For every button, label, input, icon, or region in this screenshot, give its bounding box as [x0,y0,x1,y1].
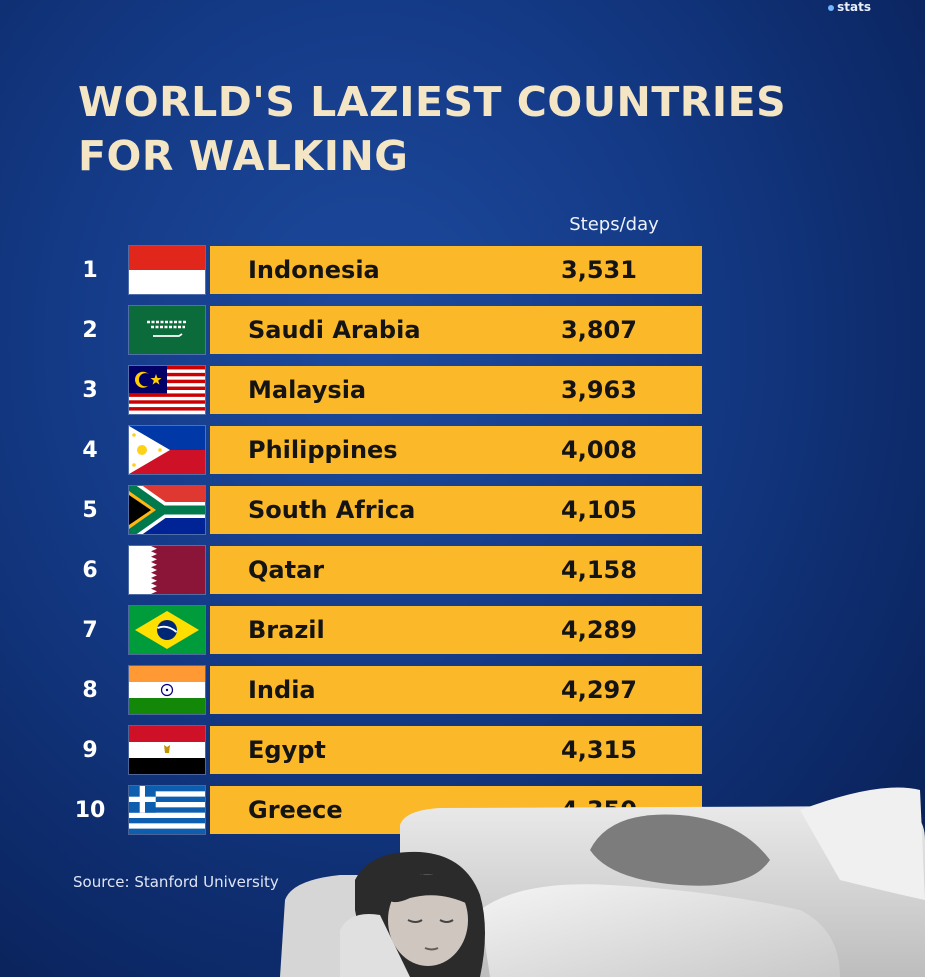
brand-logo: stats [828,0,871,14]
table-row: 5 South Africa 4,105 [0,486,925,535]
country-name: India [248,676,316,704]
rank-number: 8 [82,678,98,703]
country-name: Philippines [248,436,398,464]
row-bar [210,306,702,354]
rank-number: 9 [82,738,98,763]
country-name: Brazil [248,616,325,644]
rank-number: 1 [82,258,98,283]
qatar-flag-icon [129,546,205,594]
table-row: 1 Indonesia 3,531 [0,246,925,295]
row-bar [210,546,702,594]
egypt-flag-icon [129,726,205,774]
steps-value: 4,008 [561,436,637,464]
table-row: 4 Philippines 4,008 [0,426,925,475]
table-row: 7 Brazil 4,289 [0,606,925,655]
greece-flag-icon [129,786,205,834]
steps-value: 4,105 [561,496,637,524]
steps-value: 4,315 [561,736,637,764]
chart-title: WORLD'S LAZIEST COUNTRIES FOR WALKING [78,78,787,180]
row-bar [210,726,702,774]
row-bar [210,426,702,474]
rank-number: 3 [82,378,98,403]
country-name: Saudi Arabia [248,316,421,344]
rank-number: 6 [82,558,98,583]
steps-value: 4,297 [561,676,637,704]
brand-label: stats [837,0,871,14]
brand-dot-icon [828,4,835,11]
table-row: 6 Qatar 4,158 [0,546,925,595]
row-bar [210,486,702,534]
south-africa-flag-icon [129,486,205,534]
country-name: Greece [248,796,343,824]
source-note: Source: Stanford University [73,873,279,891]
country-name: Indonesia [248,256,380,284]
column-header-steps: Steps/day [569,214,659,235]
sleeping-woman-on-sofa-image [280,787,925,977]
country-name: Egypt [248,736,326,764]
row-bar [210,606,702,654]
table-row: 3 Malaysia 3,963 [0,366,925,415]
steps-value: 3,963 [561,376,637,404]
philippines-flag-icon [129,426,205,474]
rank-number: 2 [82,318,98,343]
saudi-arabia-flag-icon [129,306,205,354]
steps-value: 3,531 [561,256,637,284]
indonesia-flag-icon [129,246,205,294]
country-name: South Africa [248,496,416,524]
country-name: Qatar [248,556,325,584]
malaysia-flag-icon [129,366,205,414]
row-bar [210,666,702,714]
table-row: 9 Egypt 4,315 [0,726,925,775]
india-flag-icon [129,666,205,714]
row-bar [210,366,702,414]
rank-number: 7 [82,618,98,643]
table-row: 2 Saudi Arabia 3,807 [0,306,925,355]
steps-value: 4,289 [561,616,637,644]
country-name: Malaysia [248,376,367,404]
rank-number: 5 [82,498,98,523]
steps-value: 3,807 [561,316,637,344]
table-row: 8 India 4,297 [0,666,925,715]
rank-number: 4 [82,438,98,463]
rank-number: 10 [74,798,106,823]
row-bar [210,246,702,294]
steps-value: 4,158 [561,556,637,584]
brazil-flag-icon [129,606,205,654]
